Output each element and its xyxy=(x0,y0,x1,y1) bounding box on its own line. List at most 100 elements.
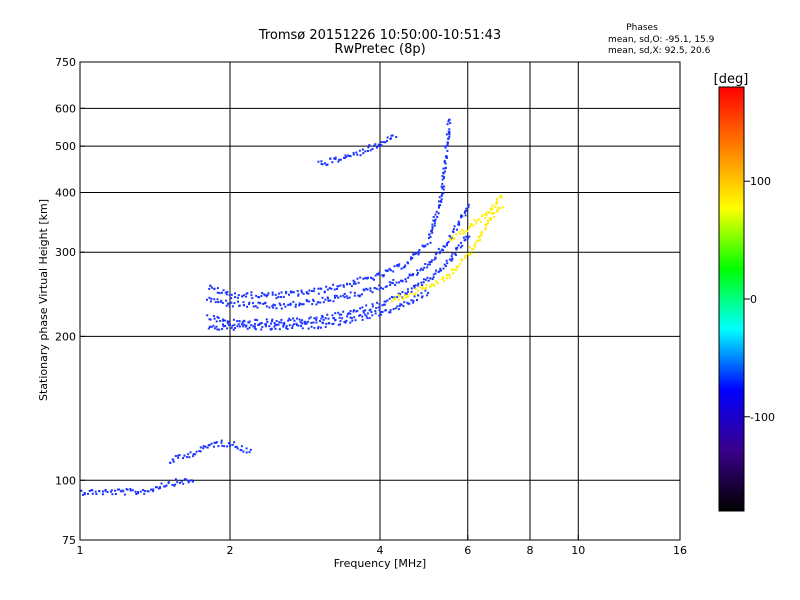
data-point xyxy=(446,277,448,280)
data-point xyxy=(442,192,445,195)
data-point xyxy=(254,305,257,308)
data-point xyxy=(231,443,234,446)
data-point xyxy=(287,319,290,322)
data-point xyxy=(433,220,436,222)
data-point xyxy=(136,491,139,493)
data-point xyxy=(339,323,342,326)
data-point xyxy=(292,317,295,320)
data-point xyxy=(336,288,338,290)
data-point xyxy=(439,204,442,207)
data-point xyxy=(312,298,315,301)
data-point xyxy=(243,323,246,326)
data-point xyxy=(246,305,249,308)
data-point xyxy=(451,252,454,255)
data-point xyxy=(273,322,276,324)
data-point xyxy=(326,313,329,316)
data-point xyxy=(431,227,434,230)
data-point xyxy=(310,290,313,292)
data-point xyxy=(338,158,341,161)
data-point xyxy=(223,319,226,322)
data-point xyxy=(405,280,408,283)
data-point xyxy=(388,311,391,314)
data-point xyxy=(390,281,393,284)
data-point xyxy=(324,162,326,165)
data-point xyxy=(160,482,163,485)
data-point xyxy=(405,296,408,299)
data-point xyxy=(364,309,367,312)
data-point xyxy=(434,213,437,216)
data-point xyxy=(427,291,430,294)
data-point xyxy=(342,284,345,287)
data-point xyxy=(256,319,259,322)
data-point xyxy=(246,327,249,330)
data-point xyxy=(365,304,368,307)
data-point xyxy=(373,144,375,147)
data-point xyxy=(298,318,301,321)
data-point xyxy=(213,317,216,320)
data-point xyxy=(458,230,461,233)
data-point xyxy=(254,318,257,321)
data-point xyxy=(345,319,348,322)
data-point xyxy=(392,278,395,281)
data-point xyxy=(397,308,400,311)
data-point xyxy=(345,295,348,298)
data-point xyxy=(371,277,374,280)
data-point xyxy=(253,325,256,328)
data-point xyxy=(230,301,233,304)
data-point xyxy=(489,207,492,210)
y-tick-label: 100 xyxy=(55,474,76,487)
data-point xyxy=(464,256,467,259)
data-point xyxy=(414,292,417,295)
data-point xyxy=(459,246,462,249)
data-point xyxy=(422,245,424,248)
data-point xyxy=(339,158,342,161)
data-point xyxy=(403,265,406,268)
data-point xyxy=(277,292,280,295)
data-point xyxy=(422,281,425,284)
data-point xyxy=(319,301,322,304)
data-point xyxy=(453,225,456,228)
data-point xyxy=(305,291,308,294)
data-point xyxy=(229,323,231,326)
data-point xyxy=(410,299,413,302)
data-point xyxy=(462,230,465,233)
data-point xyxy=(219,320,222,322)
data-point xyxy=(214,301,217,304)
data-point xyxy=(159,487,161,490)
data-point xyxy=(116,488,119,491)
data-point xyxy=(446,123,449,126)
data-point xyxy=(315,318,318,321)
data-point xyxy=(438,270,441,273)
data-point xyxy=(233,302,236,305)
data-point xyxy=(248,451,251,454)
data-point xyxy=(401,291,404,293)
data-point xyxy=(299,303,302,306)
data-point xyxy=(421,288,424,290)
data-point xyxy=(262,302,265,305)
data-point xyxy=(435,252,438,255)
data-point xyxy=(312,300,315,303)
data-point xyxy=(435,210,438,213)
data-point xyxy=(292,300,295,303)
data-point xyxy=(146,490,149,493)
data-point xyxy=(474,245,477,248)
data-point xyxy=(366,312,369,315)
data-point xyxy=(374,310,377,312)
data-point xyxy=(428,263,431,266)
data-point xyxy=(190,479,193,482)
data-point xyxy=(221,302,224,304)
data-point xyxy=(234,327,237,329)
data-point xyxy=(238,325,241,328)
data-point xyxy=(438,196,441,199)
data-point xyxy=(188,456,191,459)
data-point xyxy=(446,143,449,146)
data-point xyxy=(111,493,114,496)
y-tick-label: 400 xyxy=(55,186,76,199)
data-point xyxy=(352,279,355,282)
data-point xyxy=(366,288,369,291)
data-point xyxy=(274,327,277,330)
data-point xyxy=(375,146,378,149)
data-point xyxy=(271,305,274,308)
data-point xyxy=(382,275,385,278)
data-point xyxy=(452,272,455,275)
